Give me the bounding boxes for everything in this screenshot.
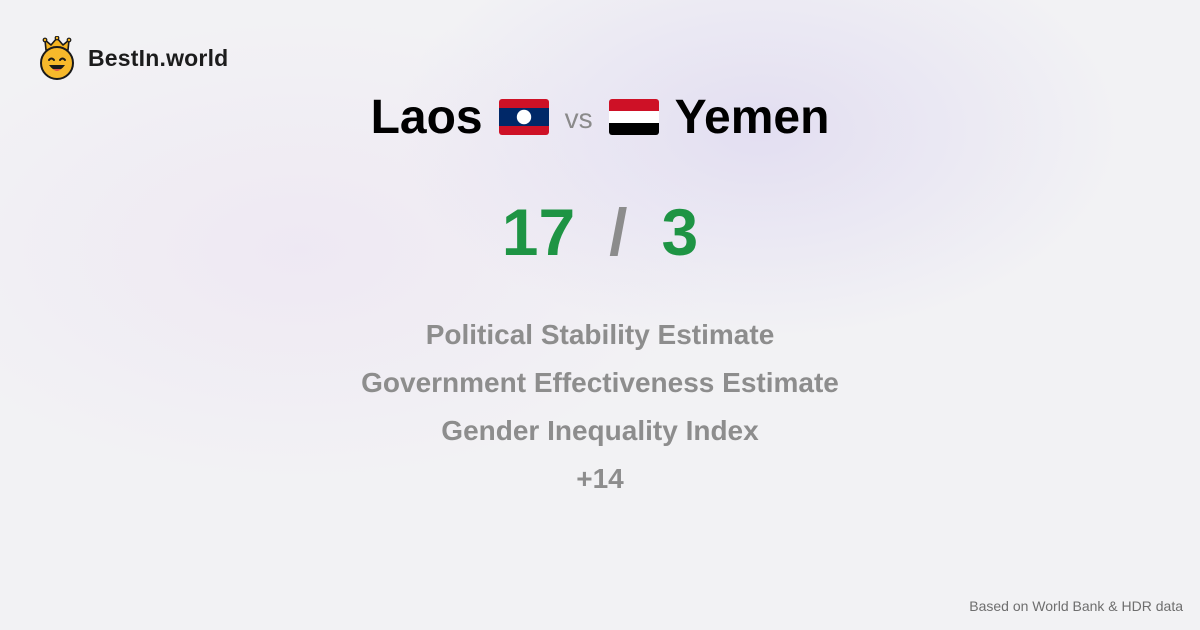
comparison-title: Laos vs Yemen: [0, 86, 1200, 148]
brand-name: BestIn.world: [88, 44, 229, 71]
metrics-list: Political Stability Estimate Government …: [0, 314, 1200, 458]
more-metrics-count: +14: [576, 463, 624, 494]
yemen-flag-icon: [608, 99, 659, 135]
data-source-note: Based on World Bank & HDR data: [969, 598, 1183, 614]
crowned-smiley-icon: [40, 36, 74, 80]
right-country-name[interactable]: Yemen: [674, 90, 830, 144]
score-row: 17 / 3: [0, 192, 1200, 272]
vs-label: vs: [564, 103, 593, 134]
right-score: 3: [661, 195, 699, 269]
left-score: 17: [501, 195, 576, 269]
laos-flag-icon: [498, 99, 549, 135]
left-country-name[interactable]: Laos: [370, 90, 483, 144]
score-separator: /: [609, 195, 628, 269]
brand[interactable]: BestIn.world: [38, 36, 228, 80]
metric-item: Government Effectiveness Estimate: [361, 367, 839, 398]
metric-item: Political Stability Estimate: [425, 319, 775, 350]
metric-item: Gender Inequality Index: [441, 415, 759, 446]
